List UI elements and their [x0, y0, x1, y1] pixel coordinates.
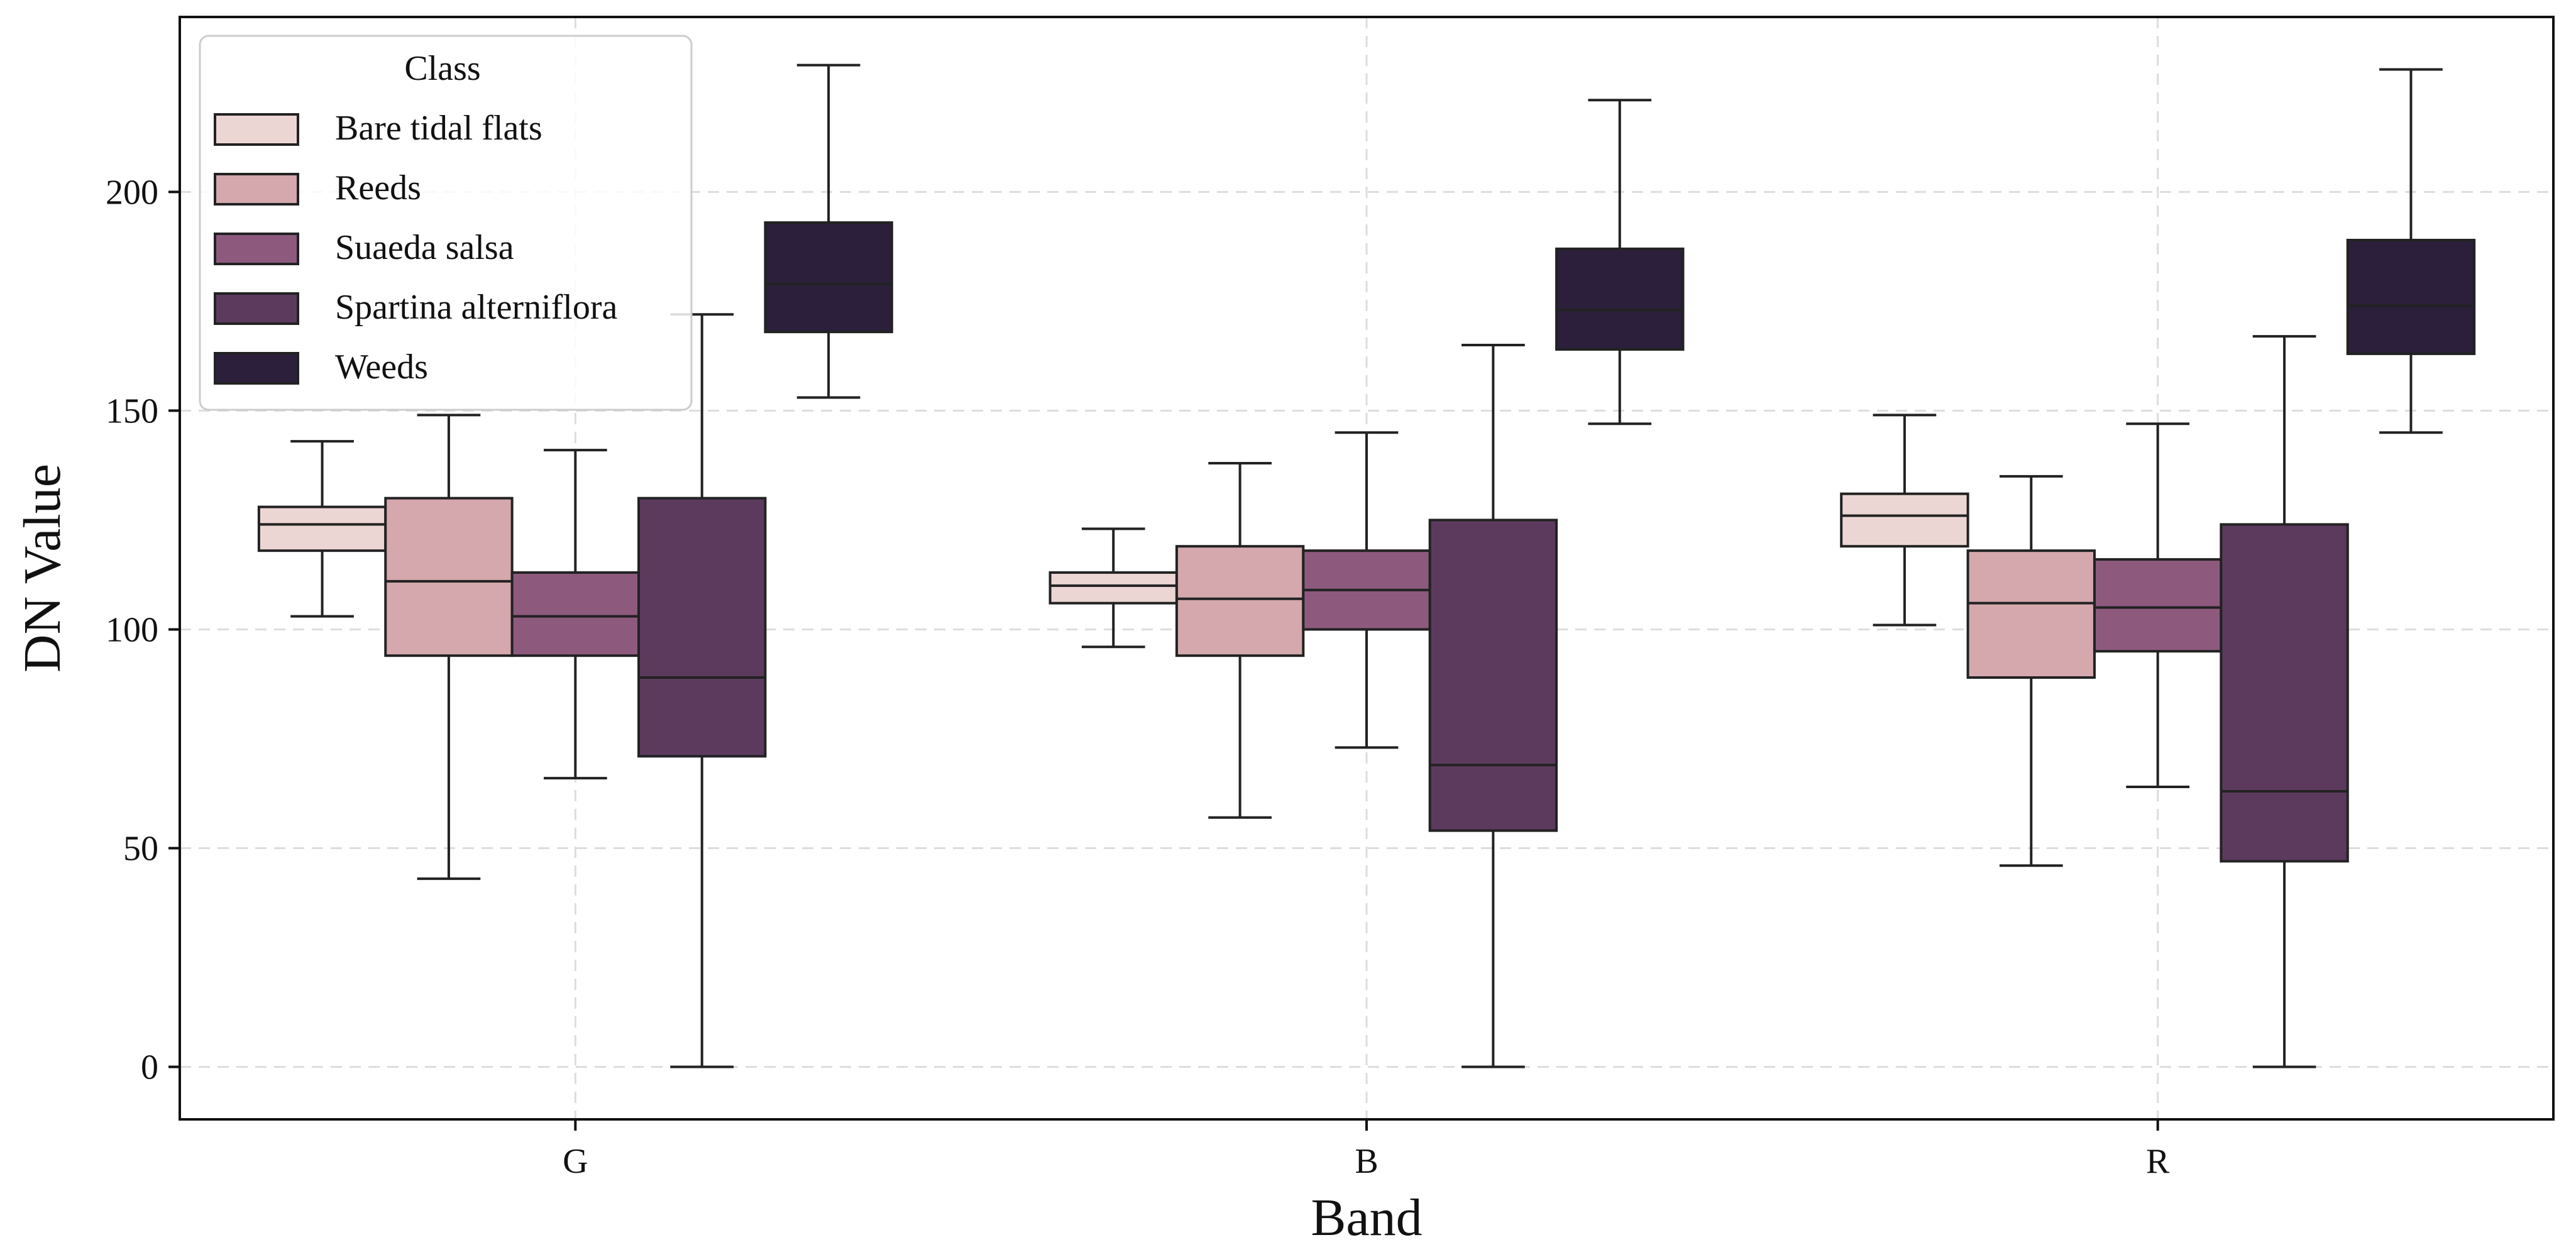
y-axis-title: DN Value: [13, 464, 72, 672]
legend-item-weeds[interactable]: Weeds: [214, 348, 428, 387]
x-tick-label: B: [1355, 1142, 1378, 1181]
legend-frame: [199, 35, 693, 411]
legend-item-suaeda-salsa[interactable]: Suaeda salsa: [214, 228, 514, 267]
box-suaeda-salsa-r[interactable]: [2093, 422, 2223, 789]
legend-swatch: [214, 113, 299, 146]
x-tick-label: G: [563, 1142, 588, 1181]
legend-title: Class: [404, 49, 480, 88]
box-iqr: [1555, 247, 1685, 351]
box-iqr: [2093, 558, 2223, 653]
box-bare-tidal-flats-b[interactable]: [1049, 527, 1178, 649]
box-iqr: [1428, 519, 1558, 832]
box-suaeda-salsa-g[interactable]: [510, 449, 641, 780]
legend-item-reeds[interactable]: Reeds: [214, 168, 421, 207]
box-bare-tidal-flats-r[interactable]: [1840, 414, 1969, 627]
box-iqr: [1175, 545, 1305, 657]
legend-swatch: [214, 292, 299, 325]
box-reeds-b[interactable]: [1175, 461, 1305, 819]
box-iqr: [1049, 571, 1178, 605]
x-tick-label: R: [2146, 1142, 2170, 1181]
y-tick-label: 100: [106, 610, 158, 649]
box-weeds-b[interactable]: [1555, 99, 1685, 425]
box-iqr: [1966, 549, 2096, 679]
y-tick-label: 0: [141, 1048, 158, 1087]
box-spartina-alterniflora-g[interactable]: [637, 313, 767, 1068]
box-iqr: [2346, 238, 2476, 355]
y-tick-label: 150: [106, 392, 158, 431]
box-reeds-r[interactable]: [1966, 475, 2096, 867]
legend-label: Suaeda salsa: [335, 228, 514, 267]
legend: Class Bare tidal flats Reeds Suaeda salsa Sp…: [199, 35, 693, 411]
box-suaeda-salsa-b[interactable]: [1302, 431, 1431, 749]
box-iqr: [384, 497, 514, 657]
box-iqr: [637, 497, 767, 758]
box-iqr: [257, 505, 387, 552]
box-spartina-alterniflora-b[interactable]: [1428, 344, 1558, 1068]
y-tick-label: 200: [106, 173, 158, 212]
legend-item-bare-tidal-flats[interactable]: Bare tidal flats: [214, 109, 542, 148]
legend-swatch: [214, 173, 299, 206]
box-bare-tidal-flats-g[interactable]: [257, 440, 387, 618]
box-spartina-alterniflora-r[interactable]: [2220, 335, 2349, 1068]
box-iqr: [764, 221, 893, 334]
box-groups: [257, 63, 2476, 1068]
legend-item-spartina-alterniflora[interactable]: Spartina alterniflora: [214, 288, 618, 327]
box-iqr: [1840, 492, 1969, 548]
legend-swatch: [214, 352, 299, 385]
legend-label: Reeds: [335, 168, 421, 207]
box-iqr: [2220, 523, 2349, 863]
box-reeds-g[interactable]: [384, 414, 514, 881]
y-tick-label: 50: [123, 829, 158, 868]
legend-swatch: [214, 233, 299, 265]
y-axis: 0 50 100 150 200: [106, 173, 180, 1087]
box-weeds-r[interactable]: [2346, 68, 2476, 434]
legend-label: Weeds: [335, 348, 428, 387]
legend-label: Spartina alterniflora: [335, 288, 618, 327]
legend-label: Bare tidal flats: [335, 109, 542, 148]
box-weeds-g[interactable]: [764, 63, 893, 399]
x-axis-title: Band: [1311, 1188, 1422, 1247]
box-iqr: [510, 571, 641, 657]
